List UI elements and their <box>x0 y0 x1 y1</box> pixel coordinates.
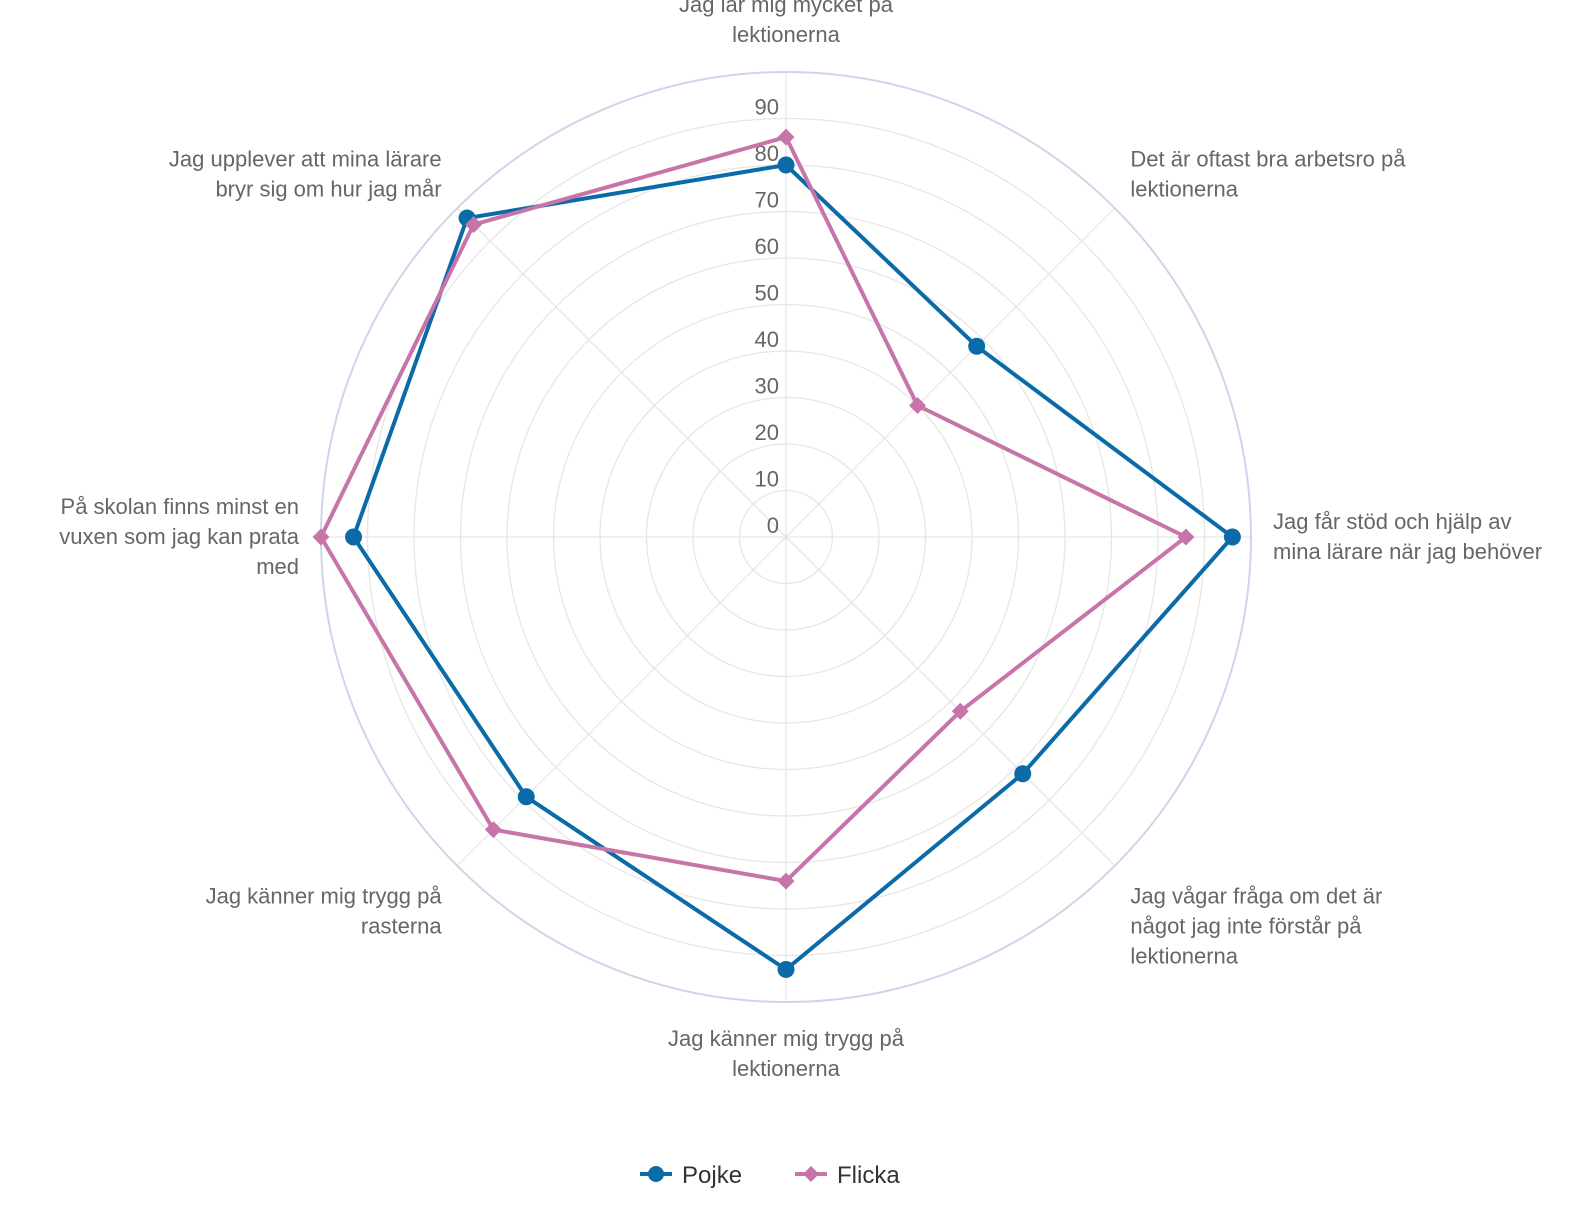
category-label: Jag får stöd och hjälp av mina lärare när… <box>1273 509 1542 564</box>
data-point[interactable] <box>777 960 795 978</box>
grid-spoke <box>785 536 1116 867</box>
legend-label: Flicka <box>837 1162 900 1189</box>
tick-label: 30 <box>755 374 779 399</box>
tick-label: 60 <box>755 234 779 259</box>
category-label-line: Jag lär mig mycket på <box>679 0 894 17</box>
category-label: Jag känner mig trygg på rasterna <box>206 883 443 938</box>
legend-marker <box>648 1166 664 1182</box>
series-line <box>319 135 1188 884</box>
data-point[interactable] <box>312 528 330 546</box>
category-label-line: vuxen som jag kan prata <box>59 524 299 549</box>
category-label-line: lektionerna <box>732 22 840 47</box>
data-point[interactable] <box>951 702 969 720</box>
tick-label: 50 <box>755 281 779 306</box>
data-point[interactable] <box>777 872 795 890</box>
category-label-line: På skolan finns minst en <box>61 494 299 519</box>
category-label: Jag lär mig mycket på lektionerna <box>679 0 894 47</box>
category-label: Jag vågar fråga om det är något jag inte … <box>1130 883 1382 968</box>
data-point[interactable] <box>777 156 795 174</box>
category-label: På skolan finns minst en vuxen som jag ka… <box>59 494 299 579</box>
series-line <box>351 163 1235 972</box>
tick-label: 90 <box>755 95 779 120</box>
legend[interactable]: Pojke Flicka <box>640 1162 900 1189</box>
data-point[interactable] <box>1014 765 1032 783</box>
grid-spoke <box>785 207 1116 538</box>
category-label-line: lektionerna <box>732 1056 840 1081</box>
category-label-line: bryr sig om hur jag mår <box>215 177 441 202</box>
data-point[interactable] <box>465 216 483 234</box>
legend-label: Pojke <box>682 1162 742 1189</box>
data-point[interactable] <box>484 821 502 839</box>
category-label: Det är oftast bra arbetsro på lektionerna <box>1130 147 1406 202</box>
category-label-line: Det är oftast bra arbetsro på <box>1130 147 1406 172</box>
category-label-line: Jag känner mig trygg på <box>668 1026 905 1051</box>
category-label-line: lektionerna <box>1130 943 1238 968</box>
data-series <box>312 128 1241 978</box>
category-label-line: rasterna <box>361 913 442 938</box>
category-label: Jag upplever att mina lärare bryr sig om … <box>169 147 442 202</box>
category-label-line: Jag upplever att mina lärare <box>169 147 442 172</box>
category-label-line: Jag får stöd och hjälp av <box>1273 509 1511 534</box>
category-label-line: Jag vågar fråga om det är <box>1130 883 1382 908</box>
category-label-line: med <box>256 554 299 579</box>
tick-label: 0 <box>767 513 779 538</box>
tick-label: 70 <box>755 188 779 213</box>
radar-grid <box>320 71 1252 1003</box>
data-point[interactable] <box>517 788 535 806</box>
legend-marker <box>803 1166 819 1182</box>
grid-spoke <box>456 207 787 538</box>
data-point[interactable] <box>345 528 363 546</box>
category-label-line: lektionerna <box>1130 177 1238 202</box>
data-point[interactable] <box>968 337 986 355</box>
data-point[interactable] <box>1223 528 1241 546</box>
data-point[interactable] <box>909 396 927 414</box>
category-label: Jag känner mig trygg på lektionerna <box>668 1026 905 1081</box>
category-label-line: något jag inte förstår på <box>1130 913 1362 938</box>
tick-label: 40 <box>755 327 779 352</box>
grid-spoke <box>456 536 787 867</box>
series-pojke <box>345 156 1241 978</box>
tick-label: 20 <box>755 420 779 445</box>
category-label-line: mina lärare när jag behöver <box>1273 539 1542 564</box>
category-label-line: Jag känner mig trygg på <box>206 883 443 908</box>
tick-label: 10 <box>755 467 779 492</box>
data-point[interactable] <box>777 128 795 146</box>
legend-item-pojke[interactable]: Pojke <box>640 1162 742 1189</box>
series-flicka <box>312 128 1195 890</box>
data-point[interactable] <box>1177 528 1195 546</box>
legend-item-flicka[interactable]: Flicka <box>795 1162 900 1189</box>
